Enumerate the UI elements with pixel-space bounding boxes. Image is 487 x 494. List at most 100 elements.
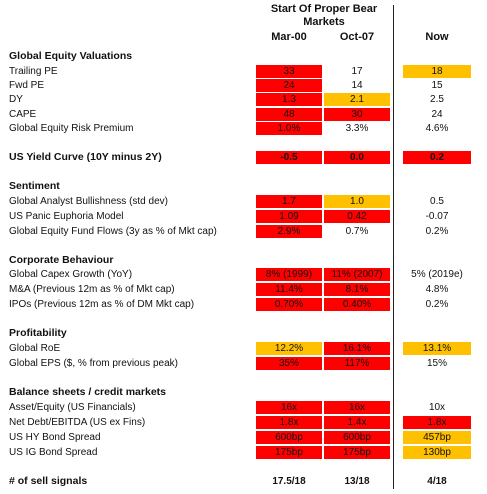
section-header: Global Equity Valuations xyxy=(0,50,487,63)
table-row: US HY Bond Spread 600bp 600bp 457bp xyxy=(0,431,487,444)
cell-now: 5% (2019e) xyxy=(411,269,463,280)
header-col-now: Now xyxy=(425,31,449,43)
cell-now: 0.2% xyxy=(425,299,449,310)
table-row: # of sell signals 17.5/18 13/18 4/18 xyxy=(0,475,487,488)
cell-oct-07: 600bp xyxy=(324,431,390,444)
row-label: # of sell signals xyxy=(9,475,88,487)
cell-oct-07: 0.0 xyxy=(324,151,390,164)
row-label: CAPE xyxy=(9,109,37,120)
table-row: US Panic Euphoria Model 1.09 0.42 -0.07 xyxy=(0,210,487,223)
cell-now: -0.07 xyxy=(425,211,449,222)
table-row: Global RoE 12.2% 16.1% 13.1% xyxy=(0,342,487,355)
section-header: Balance sheets / credit markets xyxy=(0,386,487,399)
cell-now: 10x xyxy=(428,402,446,413)
cell-now: 1.8x xyxy=(403,416,471,429)
section-header: Corporate Behaviour xyxy=(0,254,487,267)
table-row: Global Equity Risk Premium 1.0% 3.3% 4.6% xyxy=(0,122,487,135)
section-title: Corporate Behaviour xyxy=(9,254,114,266)
row-label: M&A (Previous 12m as % of Mkt cap) xyxy=(9,284,175,295)
cell-mar-00: 33 xyxy=(256,65,322,78)
header-col-oct-07: Oct-07 xyxy=(339,31,375,43)
row-label: US Yield Curve (10Y minus 2Y) xyxy=(9,151,162,163)
cell-oct-07: 3.3% xyxy=(345,123,369,134)
cell-mar-00: 12.2% xyxy=(256,342,322,355)
cell-mar-00: 11.4% xyxy=(256,283,322,296)
cell-mar-00: 24 xyxy=(256,79,322,92)
table-row: M&A (Previous 12m as % of Mkt cap) 11.4% 8… xyxy=(0,283,487,296)
cell-oct-07: 1.0 xyxy=(324,195,390,208)
cell-mar-00: 175bp xyxy=(256,446,322,459)
cell-mar-00: 48 xyxy=(256,108,322,121)
table-row: Global Equity Fund Flows (3y as % of Mkt… xyxy=(0,225,487,238)
header-title: Start Of Proper Bear Markets xyxy=(270,3,378,28)
cell-now: 4.6% xyxy=(425,123,449,134)
row-label: US Panic Euphoria Model xyxy=(9,211,124,222)
row-label: Net Debt/EBITDA (US ex Fins) xyxy=(9,417,146,428)
cell-oct-07: 0.40% xyxy=(324,298,390,311)
table-row: Asset/Equity (US Financials) 16x 16x 10x xyxy=(0,401,487,414)
row-label: US HY Bond Spread xyxy=(9,432,101,443)
cell-now: 15% xyxy=(426,358,447,369)
row-label: Asset/Equity (US Financials) xyxy=(9,402,136,413)
section-title: Sentiment xyxy=(9,180,60,192)
row-label: Global RoE xyxy=(9,343,61,354)
cell-now: 18 xyxy=(403,65,471,78)
cell-oct-07: 0.7% xyxy=(345,226,369,237)
section-header: Sentiment xyxy=(0,180,487,193)
cell-oct-07: 14 xyxy=(351,80,363,91)
row-label: Global Equity Fund Flows (3y as % of Mkt… xyxy=(9,226,217,237)
row-label: Global Analyst Bullishness (std dev) xyxy=(9,196,168,207)
cell-mar-00: 1.3 xyxy=(256,93,322,106)
row-label: Global EPS ($, % from previous peak) xyxy=(9,358,178,369)
table-row: IPOs (Previous 12m as % of DM Mkt cap) 0.… xyxy=(0,298,487,311)
cell-now: 4.8% xyxy=(425,284,449,295)
section-title: Global Equity Valuations xyxy=(9,50,133,62)
cell-oct-07: 11% (2007) xyxy=(324,268,390,281)
cell-oct-07: 2.1 xyxy=(324,93,390,106)
row-label: DY xyxy=(9,94,23,105)
row-label: Trailing PE xyxy=(9,66,58,77)
cell-oct-07: 13/18 xyxy=(344,476,370,487)
table-row: Global EPS ($, % from previous peak) 35% 1… xyxy=(0,357,487,370)
row-label: IPOs (Previous 12m as % of DM Mkt cap) xyxy=(9,299,195,310)
cell-mar-00: 17.5/18 xyxy=(272,476,306,487)
row-label: Global Capex Growth (YoY) xyxy=(9,269,133,280)
cell-oct-07: 16.1% xyxy=(324,342,390,355)
cell-now: 130bp xyxy=(403,446,471,459)
table-row: US Yield Curve (10Y minus 2Y) -0.5 0.0 0.2 xyxy=(0,151,487,164)
cell-oct-07: 175bp xyxy=(324,446,390,459)
cell-mar-00: 2.9% xyxy=(256,225,322,238)
cell-mar-00: 1.0% xyxy=(256,122,322,135)
cell-mar-00: 1.09 xyxy=(256,210,322,223)
cell-mar-00: 35% xyxy=(256,357,322,370)
cell-oct-07: 0.42 xyxy=(324,210,390,223)
table-row: Global Capex Growth (YoY) 8% (1999) 11% (2… xyxy=(0,268,487,281)
row-label: Global Equity Risk Premium xyxy=(9,123,134,134)
section-header: Profitability xyxy=(0,327,487,340)
table-row: Fwd PE 24 14 15 xyxy=(0,79,487,92)
cell-mar-00: 1.7 xyxy=(256,195,322,208)
section-title: Balance sheets / credit markets xyxy=(9,386,166,398)
table-row: Net Debt/EBITDA (US ex Fins) 1.8x 1.4x 1.8x xyxy=(0,416,487,429)
table-row: Global Analyst Bullishness (std dev) 1.7 1… xyxy=(0,195,487,208)
cell-now: 0.2 xyxy=(403,151,471,164)
cell-now: 4/18 xyxy=(427,476,447,487)
cell-oct-07: 1.4x xyxy=(324,416,390,429)
cell-now: 13.1% xyxy=(403,342,471,355)
cell-oct-07: 17 xyxy=(351,66,363,77)
section-title: Profitability xyxy=(9,327,67,339)
cell-oct-07: 8.1% xyxy=(324,283,390,296)
table-row: CAPE 48 30 24 xyxy=(0,108,487,121)
cell-oct-07: 30 xyxy=(324,108,390,121)
cell-oct-07: 16x xyxy=(324,401,390,414)
row-label: US IG Bond Spread xyxy=(9,447,98,458)
cell-oct-07: 117% xyxy=(324,357,390,370)
cell-mar-00: 600bp xyxy=(256,431,322,444)
table-row: Trailing PE 33 17 18 xyxy=(0,65,487,78)
cell-mar-00: 16x xyxy=(256,401,322,414)
table-row: DY 1.3 2.1 2.5 xyxy=(0,93,487,106)
cell-mar-00: 1.8x xyxy=(256,416,322,429)
header-col-mar-00: Mar-00 xyxy=(271,31,307,43)
cell-now: 2.5 xyxy=(430,94,444,105)
